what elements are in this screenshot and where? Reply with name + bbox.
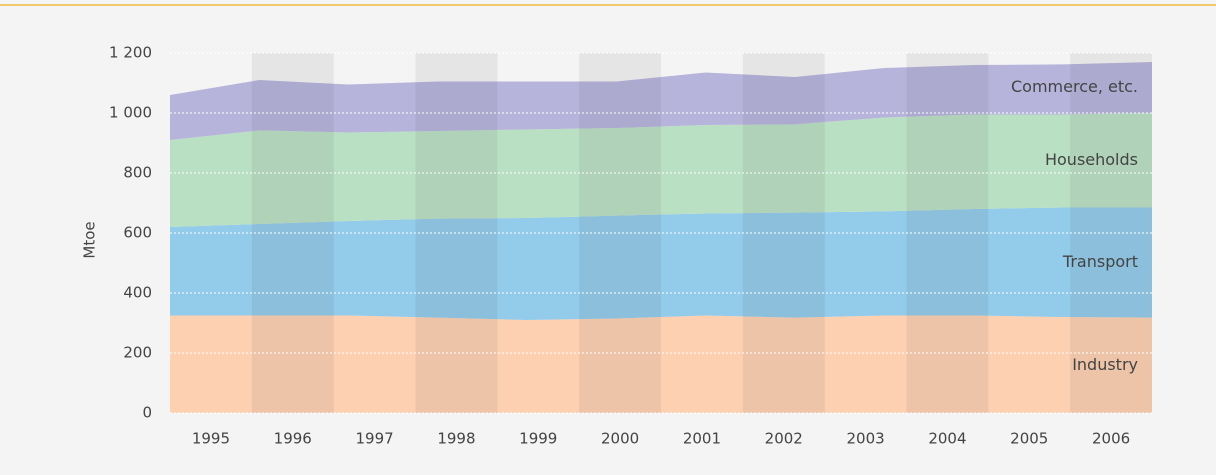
x-tick-label: 2004 [928,430,966,448]
x-tick-label: 2006 [1092,430,1130,448]
band-shade [251,53,334,413]
x-tick-label: 2003 [846,430,884,448]
y-tick-label: 800 [123,164,152,182]
y-tick-label: 200 [123,344,152,362]
area [170,315,1152,413]
x-tick-label: 2005 [1010,430,1048,448]
x-tick-label: 2000 [601,430,639,448]
area [170,207,1152,320]
x-tick-label: 1997 [355,430,393,448]
y-tick-label: 1 200 [109,44,152,62]
y-axis-label: Mtoe [81,221,99,258]
area [170,62,1152,140]
series-label: Commerce, etc. [1011,77,1138,96]
y-tick-label: 1 000 [109,104,152,122]
y-tick-label: 400 [123,284,152,302]
x-tick-label: 2001 [683,430,721,448]
x-tick-label: 1995 [192,430,230,448]
y-tick-label: 600 [123,224,152,242]
x-tick-label: 2002 [765,430,803,448]
series-label: Industry [1072,355,1138,374]
y-tick-label: 0 [142,404,152,422]
series-label: Transport [1062,252,1138,271]
series-label: Households [1045,150,1138,169]
area [170,113,1152,227]
x-tick-label: 1998 [437,430,475,448]
x-tick-label: 1996 [274,430,312,448]
x-tick-label: 1999 [519,430,557,448]
